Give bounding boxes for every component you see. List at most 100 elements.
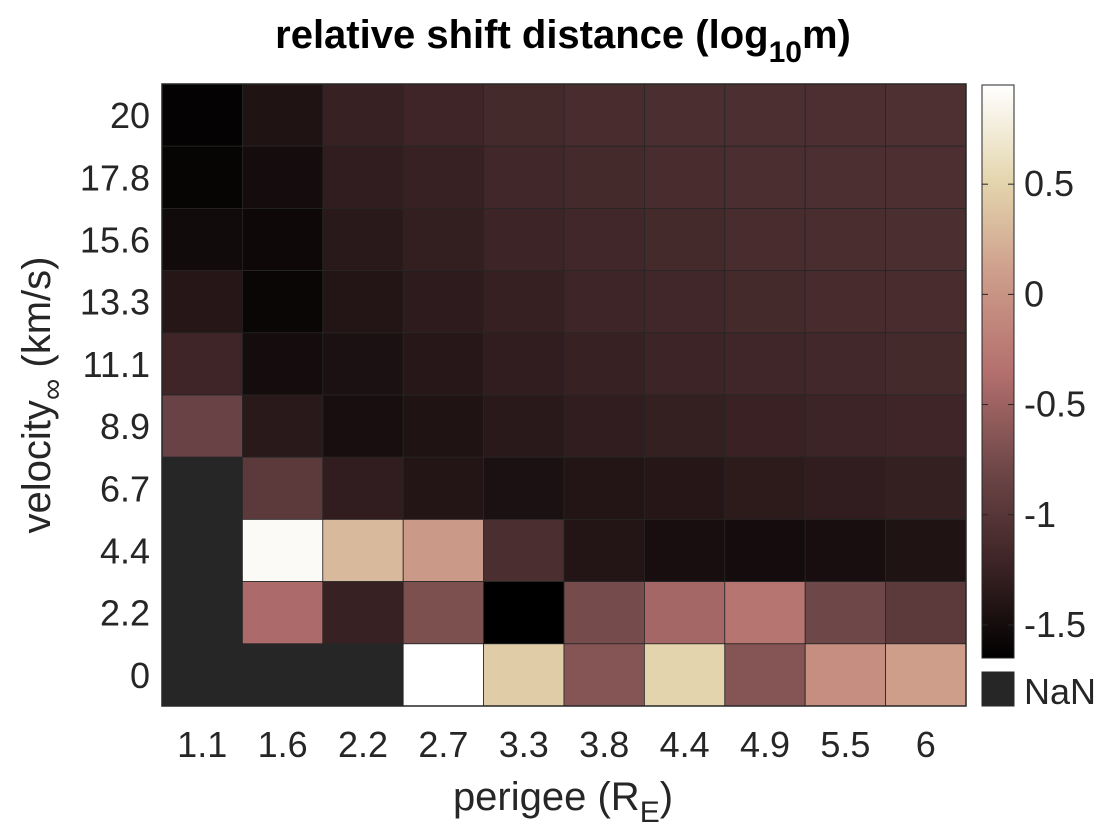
heatmap-cell — [483, 643, 565, 707]
heatmap-cell — [161, 519, 243, 583]
heatmap-cell — [483, 519, 565, 583]
x-tick-label: 1.6 — [258, 724, 308, 765]
heatmap-cell — [724, 581, 806, 645]
heatmap-cell — [402, 83, 485, 147]
y-tick-label: 2.2 — [100, 593, 150, 634]
heatmap-cell — [644, 83, 726, 147]
heatmap-cell — [804, 643, 887, 707]
chart-title: relative shift distance (log10m) — [275, 13, 851, 69]
heatmap-cells — [161, 83, 967, 707]
heatmap-cell — [804, 581, 887, 645]
nan-legend-label: NaN — [1024, 671, 1096, 712]
heatmap-cell — [241, 394, 324, 458]
heatmap-cell — [161, 332, 243, 396]
heatmap-cell — [402, 456, 485, 520]
heatmap-cell — [724, 394, 806, 458]
heatmap-cell — [483, 394, 565, 458]
colorbar-ticks: 0.5 0 -0.5 -1 -1.5 — [982, 163, 1086, 645]
y-tick-label: 13.3 — [80, 282, 150, 323]
heatmap-cell — [804, 270, 887, 334]
heatmap-cell — [724, 456, 806, 520]
heatmap-cell — [161, 83, 243, 147]
heatmap-cell — [885, 519, 967, 583]
heatmap-cell — [402, 519, 485, 583]
heatmap-cell — [885, 581, 967, 645]
heatmap-cell — [644, 207, 726, 271]
heatmap-cell — [885, 207, 967, 271]
y-tick-label: 20 — [110, 95, 150, 136]
heatmap-cell — [241, 643, 324, 707]
heatmap-cell — [644, 519, 726, 583]
plot-frame — [161, 83, 967, 707]
heatmap-cell — [322, 83, 404, 147]
heatmap-cell — [885, 456, 967, 520]
x-tick-label: 2.2 — [338, 724, 388, 765]
heatmap-cell — [322, 145, 404, 209]
heatmap-cell — [402, 394, 485, 458]
x-tick-label: 6 — [916, 724, 936, 765]
y-axis-label-tail: (km/s) — [15, 257, 59, 379]
heatmap-cell — [483, 456, 565, 520]
y-tick-label: 4.4 — [100, 531, 150, 572]
heatmap-cell — [241, 581, 324, 645]
heatmap-cell — [563, 519, 645, 583]
heatmap-cell — [241, 145, 324, 209]
heatmap-cell — [161, 145, 243, 209]
heatmap-cell — [241, 270, 324, 334]
colorbar — [981, 84, 1015, 659]
x-axis-label-sub: E — [640, 796, 660, 829]
heatmap-cell — [322, 643, 404, 707]
heatmap-cell — [644, 643, 726, 707]
colorbar-tick-label: -0.5 — [1024, 384, 1086, 425]
heatmap-cell — [724, 519, 806, 583]
x-tick-label: 4.9 — [740, 724, 790, 765]
heatmap-cell — [885, 643, 967, 707]
heatmap-cell — [644, 145, 726, 209]
heatmap-cell — [402, 270, 485, 334]
heatmap-cell — [322, 519, 404, 583]
heatmap-cell — [161, 643, 243, 707]
heatmap-cell — [644, 332, 726, 396]
heatmap-cell — [644, 581, 726, 645]
heatmap-cell — [402, 332, 485, 396]
heatmap-cell — [885, 145, 967, 209]
y-tick-label: 15.6 — [80, 220, 150, 261]
chart-title-main: relative shift distance (log — [275, 13, 768, 57]
heatmap-cell — [644, 394, 726, 458]
heatmap-cell — [241, 207, 324, 271]
heatmap-cell — [402, 145, 485, 209]
y-axis-label: velocity∞ (km/s) — [15, 257, 69, 534]
heatmap-cell — [483, 332, 565, 396]
heatmap-cell — [241, 332, 324, 396]
heatmap-cell — [322, 456, 404, 520]
heatmap-cell — [804, 145, 887, 209]
heatmap-cell — [885, 332, 967, 396]
heatmap-cell — [563, 207, 645, 271]
heatmap-cell — [724, 145, 806, 209]
x-tick-labels: 1.1 1.6 2.2 2.7 3.3 3.8 4.4 4.9 5.5 6 — [177, 724, 936, 765]
y-tick-label: 6.7 — [100, 468, 150, 509]
heatmap-cell — [724, 83, 806, 147]
x-axis-label-main: perigee (R — [453, 775, 640, 819]
heatmap-cell — [241, 456, 324, 520]
heatmap-cell — [241, 519, 324, 583]
y-tick-label: 17.8 — [80, 157, 150, 198]
heatmap-cell — [804, 394, 887, 458]
colorbar-tick-label: 0 — [1024, 273, 1044, 314]
heatmap-cell — [563, 394, 645, 458]
heatmap-cell — [402, 581, 485, 645]
heatmap-cell — [804, 83, 887, 147]
heatmap-cell — [563, 270, 645, 334]
heatmap-cell — [402, 207, 485, 271]
heatmap-cell — [161, 456, 243, 520]
heatmap-cell — [322, 270, 404, 334]
heatmap-cell — [804, 207, 887, 271]
y-axis-label-main: velocity — [15, 400, 59, 533]
x-tick-label: 4.4 — [660, 724, 710, 765]
y-tick-label: 0 — [130, 655, 150, 696]
heatmap-cell — [563, 145, 645, 209]
heatmap-cell — [322, 394, 404, 458]
heatmap-cell — [161, 270, 243, 334]
heatmap-cell — [724, 332, 806, 396]
heatmap-cell — [885, 83, 967, 147]
